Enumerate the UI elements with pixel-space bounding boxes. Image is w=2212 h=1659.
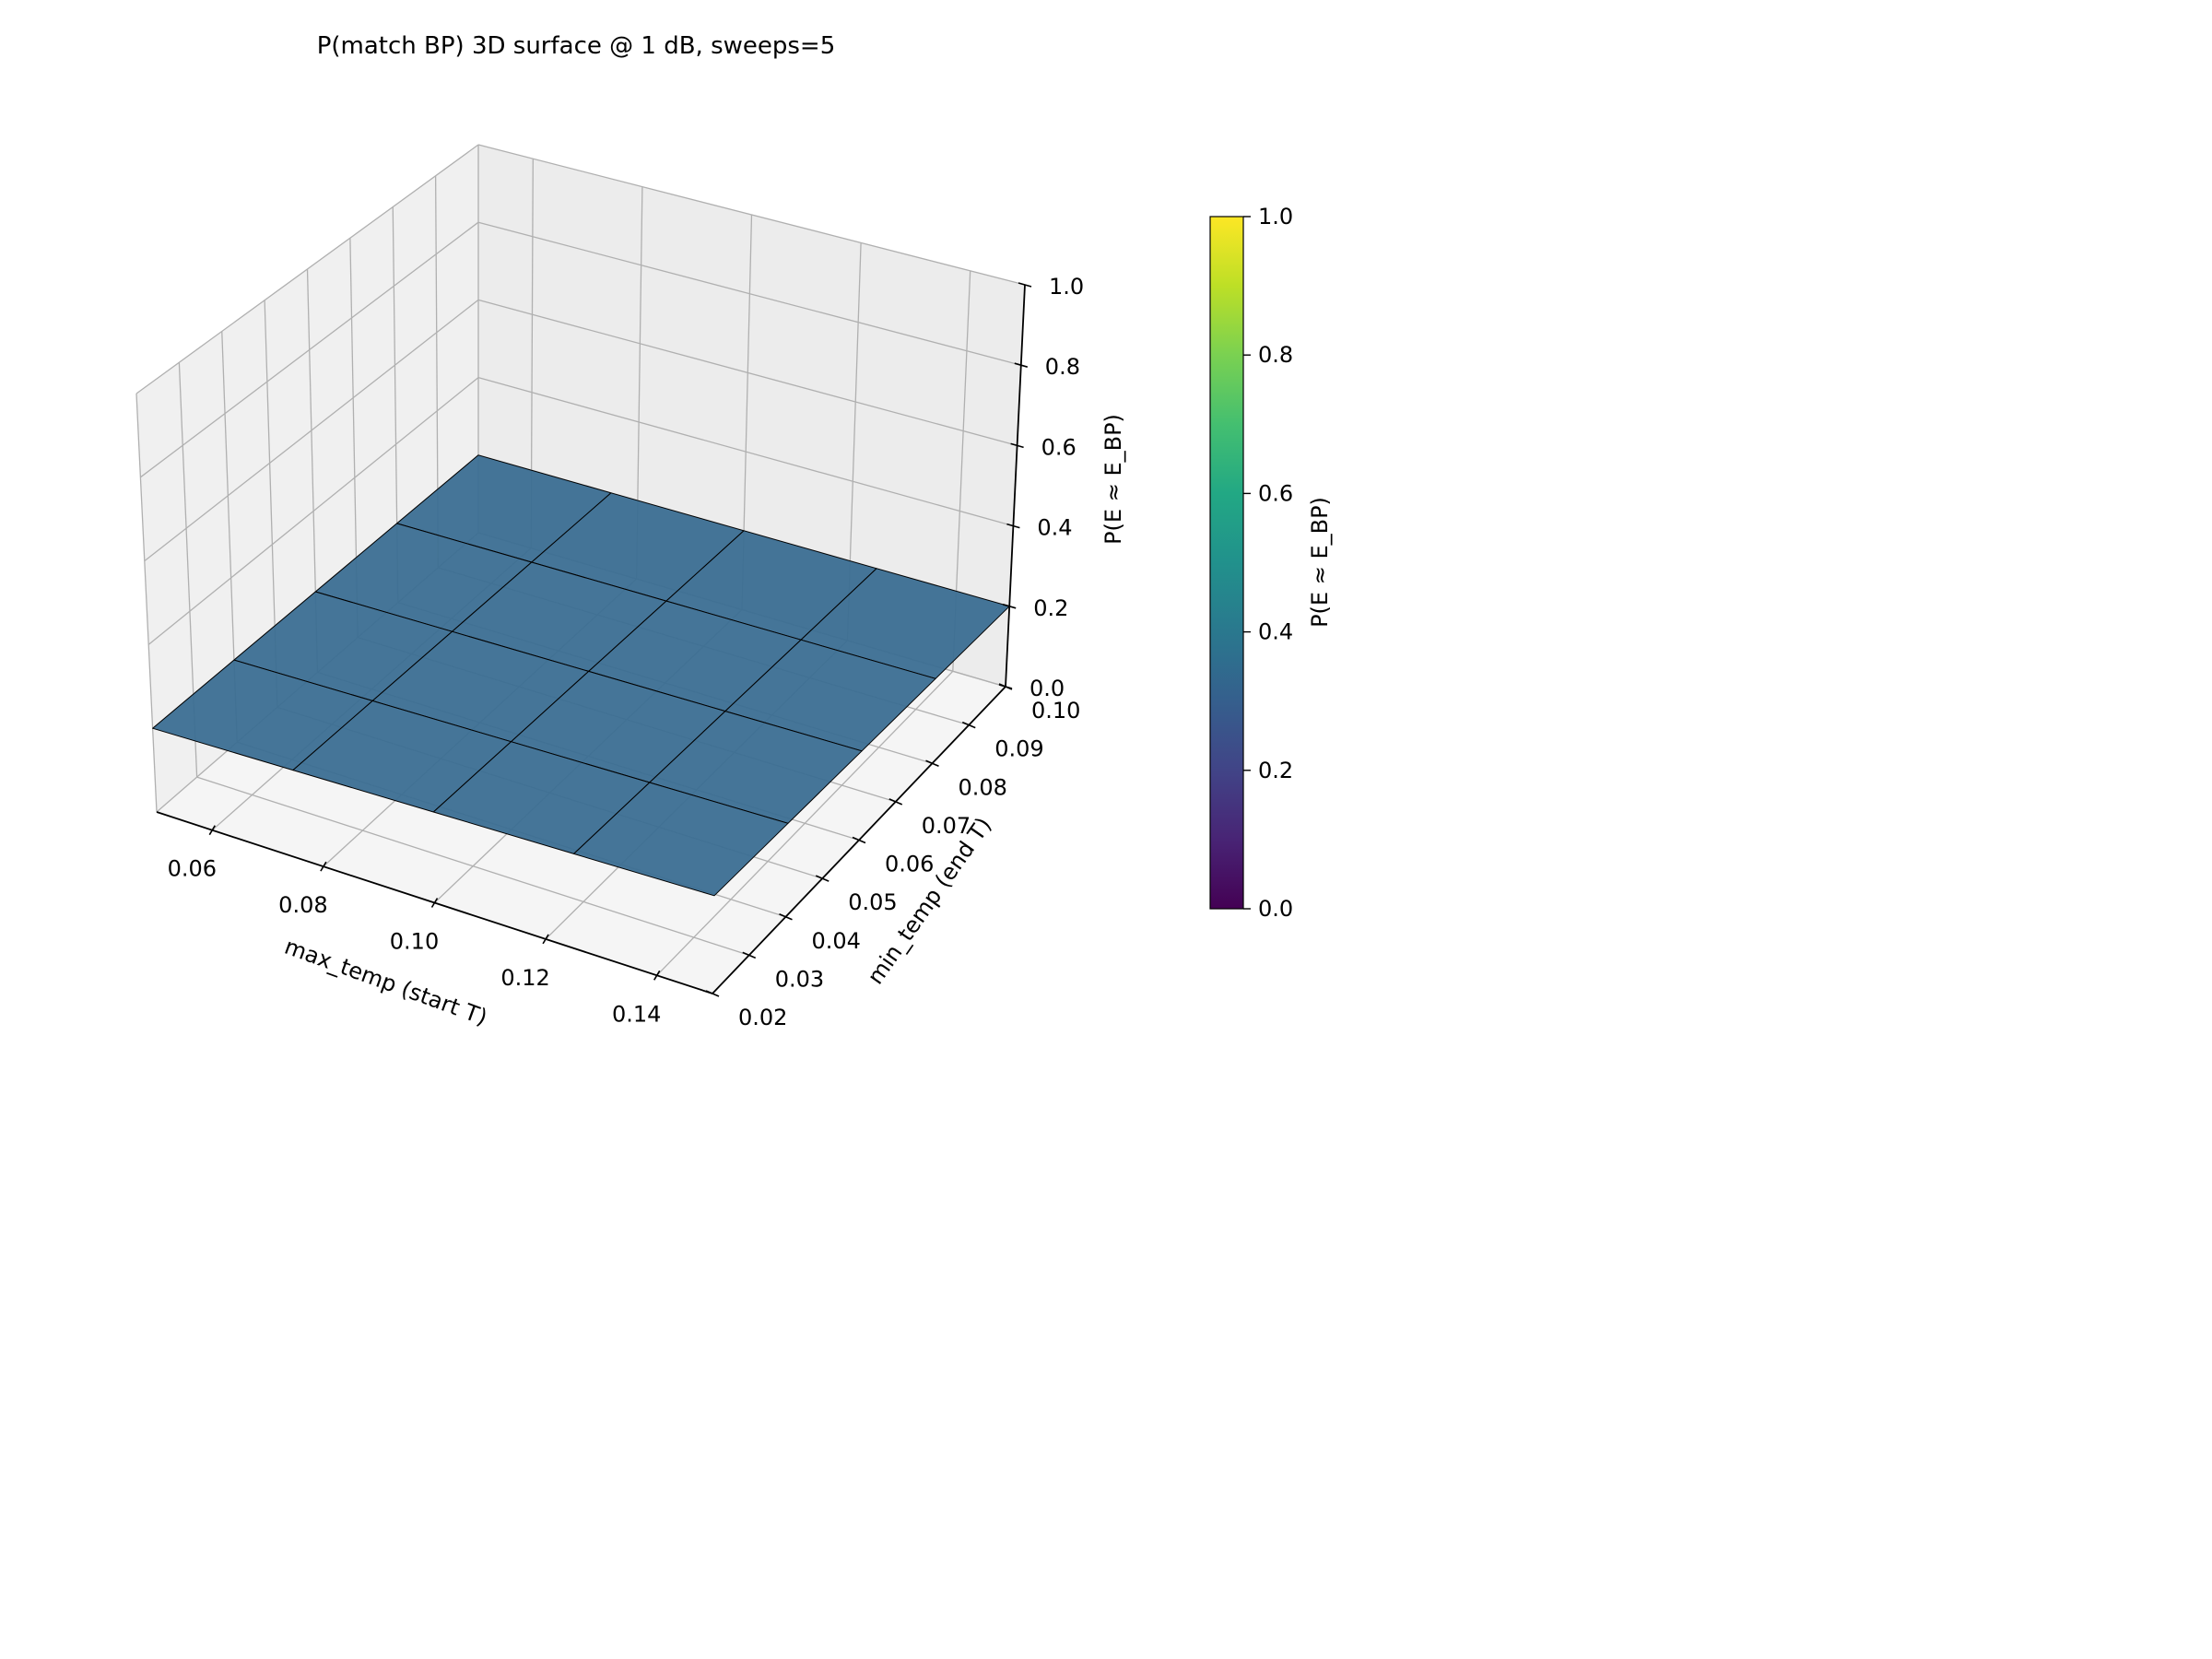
z-axis-label: P(E ≈ E_BP) [1100, 414, 1126, 545]
colorbar-tick-label: 0.4 [1258, 619, 1293, 645]
y-tick [815, 875, 830, 882]
grid-line-z-back [477, 299, 1018, 447]
y-tick [779, 913, 793, 921]
z-tick-label: 0.0 [1030, 676, 1065, 701]
z-tick [1014, 362, 1029, 368]
y-tick-label: 0.10 [1031, 698, 1080, 724]
z-tick [1006, 523, 1020, 529]
grid-line-z-left [135, 144, 479, 394]
y-tick-label: 0.03 [775, 966, 824, 992]
y-tick [888, 798, 903, 806]
z-axis-line [1005, 284, 1026, 688]
grid-line-y-left [135, 393, 158, 813]
y-tick [705, 990, 720, 997]
y-tick [742, 951, 757, 959]
grid-line-z-back [477, 376, 1014, 527]
x-tick-label: 0.12 [500, 965, 549, 991]
colorbar-tick-label: 0.2 [1258, 758, 1293, 783]
x-tick-label: 0.06 [168, 856, 217, 882]
axes-ticks: 0.06 0.08 0.10 0.12 0.14 0.02 0.03 0.04 0.05 0.06… [168, 274, 1085, 1030]
grid-line-y-floor [196, 776, 749, 956]
y-tick [852, 836, 866, 844]
z-tick [998, 684, 1013, 689]
pane-left [136, 145, 478, 812]
colorbar: 0.0 0.2 0.4 0.6 0.8 1.0 P(E ≈ E_BP) [1209, 204, 1333, 922]
y-tick [961, 721, 976, 729]
x-tick-label: 0.10 [390, 929, 439, 955]
y-tick-label: 0.08 [959, 774, 1007, 800]
z-tick-label: 0.4 [1037, 515, 1072, 541]
x-tick [430, 898, 439, 908]
x-tick [653, 970, 661, 981]
grid-line-z-back [477, 144, 1026, 286]
x-axis-label: max_temp (start T) [281, 934, 490, 1031]
x-tick [542, 934, 549, 945]
grid-line-z-left [144, 299, 479, 562]
z-tick [1018, 282, 1032, 288]
chart-title: P(match BP) 3D surface @ 1 dB, sweeps=5 [317, 32, 836, 60]
colorbar-gradient [1209, 216, 1244, 910]
z-tick-label: 1.0 [1049, 274, 1084, 300]
y-tick-label: 0.05 [848, 889, 897, 915]
z-tick-label: 0.6 [1041, 434, 1077, 460]
y-tick [925, 759, 939, 767]
colorbar-tick-label: 0.0 [1258, 896, 1293, 922]
surface-plot [152, 454, 1010, 897]
colorbar-tick-label: 0.8 [1258, 342, 1293, 368]
y-tick-label: 0.07 [922, 813, 971, 839]
grid-line-z-left [147, 377, 479, 645]
z-tick-label: 0.2 [1033, 595, 1068, 621]
colorbar-tick-label: 1.0 [1258, 204, 1293, 229]
y-tick-label: 0.09 [994, 736, 1043, 762]
x-tick-label: 0.08 [278, 892, 327, 918]
z-tick-label: 0.8 [1045, 354, 1080, 380]
y-tick-label: 0.06 [885, 852, 934, 877]
y-tick-label: 0.02 [738, 1005, 787, 1030]
colorbar-label: P(E ≈ E_BP) [1307, 497, 1333, 628]
x-tick [320, 861, 327, 872]
z-tick [1002, 604, 1017, 609]
z-tick [1010, 442, 1024, 449]
chart-canvas: P(match BP) 3D surface @ 1 dB, sweeps=5 … [135, 32, 1333, 1031]
y-tick-label: 0.04 [812, 928, 861, 954]
x-tick [208, 825, 216, 836]
surface-cell [573, 782, 789, 897]
x-tick-label: 0.14 [612, 1001, 661, 1027]
grid-line-z-left [140, 221, 479, 478]
grid-line-z-back [477, 221, 1021, 366]
colorbar-tick-label: 0.6 [1258, 480, 1293, 506]
